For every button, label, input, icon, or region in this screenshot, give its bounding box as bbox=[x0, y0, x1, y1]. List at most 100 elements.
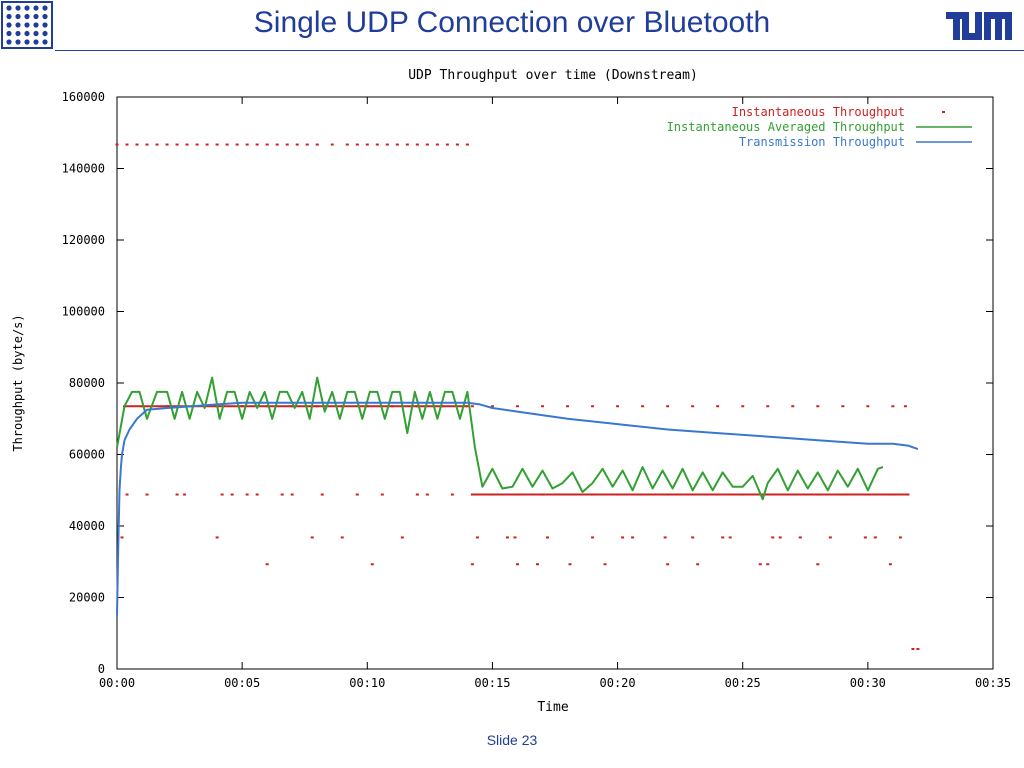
data-point bbox=[340, 536, 344, 539]
data-point bbox=[470, 493, 474, 496]
data-point bbox=[873, 536, 877, 539]
data-point bbox=[591, 493, 595, 496]
logo-dot bbox=[24, 39, 30, 45]
tum-logo bbox=[946, 12, 1012, 40]
data-point bbox=[140, 405, 144, 408]
data-point bbox=[778, 536, 782, 539]
data-point bbox=[566, 493, 570, 496]
data-point bbox=[265, 143, 269, 146]
logo-dot bbox=[6, 5, 12, 11]
y-axis-label: Throughput (byte/s) bbox=[11, 314, 25, 451]
data-point bbox=[841, 405, 845, 408]
data-point bbox=[465, 405, 469, 408]
data-point bbox=[280, 493, 284, 496]
data-point bbox=[888, 563, 892, 566]
logo-dot bbox=[42, 39, 48, 45]
data-point bbox=[691, 493, 695, 496]
department-logo bbox=[1, 1, 53, 49]
logo-dot bbox=[24, 22, 30, 28]
data-point bbox=[866, 493, 870, 496]
logo-dot bbox=[15, 5, 21, 11]
data-point bbox=[515, 493, 519, 496]
throughput-chart: UDP Throughput over time (Downstream) 0 2… bbox=[11, 68, 1011, 715]
data-point bbox=[255, 493, 259, 496]
x-tick-label: 00:00 bbox=[99, 676, 135, 690]
data-point bbox=[120, 536, 124, 539]
data-point bbox=[165, 143, 169, 146]
y-tick-label: 160000 bbox=[62, 90, 105, 104]
x-tick-label: 00:10 bbox=[349, 676, 385, 690]
data-point bbox=[771, 536, 775, 539]
data-point bbox=[330, 143, 334, 146]
data-point bbox=[766, 563, 770, 566]
data-point bbox=[505, 536, 509, 539]
data-point bbox=[215, 536, 219, 539]
data-point bbox=[245, 493, 249, 496]
data-point bbox=[390, 405, 394, 408]
y-axis: 0 20000 40000 60000 80000 100000 120000 140000 1… bbox=[62, 90, 993, 676]
data-point bbox=[535, 563, 539, 566]
data-point bbox=[220, 493, 224, 496]
data-point bbox=[891, 405, 895, 408]
data-point bbox=[195, 143, 199, 146]
data-point bbox=[340, 405, 344, 408]
data-point bbox=[540, 493, 544, 496]
data-point bbox=[741, 405, 745, 408]
data-point bbox=[295, 143, 299, 146]
data-point bbox=[145, 143, 149, 146]
data-point bbox=[828, 536, 832, 539]
data-point bbox=[255, 143, 259, 146]
data-point bbox=[816, 493, 820, 496]
series-instantaneous bbox=[115, 143, 920, 650]
logo-dot bbox=[42, 30, 48, 37]
slide-number: Slide 23 bbox=[486, 732, 538, 748]
data-point bbox=[841, 493, 845, 496]
data-point bbox=[863, 536, 867, 539]
logo-dot bbox=[33, 22, 39, 28]
data-point bbox=[440, 405, 444, 408]
data-point bbox=[165, 405, 169, 408]
plot-frame bbox=[116, 96, 994, 670]
data-point bbox=[435, 143, 439, 146]
data-point bbox=[691, 405, 695, 408]
data-point bbox=[405, 143, 409, 146]
data-point bbox=[240, 405, 244, 408]
series-line bbox=[116, 401, 919, 616]
data-point bbox=[666, 563, 670, 566]
data-point bbox=[716, 493, 720, 496]
y-tick-label: 140000 bbox=[62, 162, 105, 176]
data-point bbox=[470, 405, 474, 408]
y-tick-label: 120000 bbox=[62, 233, 105, 247]
data-point bbox=[400, 536, 404, 539]
data-point bbox=[513, 536, 517, 539]
data-point bbox=[185, 143, 189, 146]
data-point bbox=[470, 563, 474, 566]
data-point bbox=[115, 143, 119, 146]
data-point bbox=[621, 536, 625, 539]
data-point bbox=[728, 536, 732, 539]
data-point bbox=[320, 493, 324, 496]
data-point bbox=[631, 536, 635, 539]
data-point bbox=[345, 143, 349, 146]
data-point bbox=[903, 405, 907, 408]
data-point bbox=[490, 493, 494, 496]
slide-title: Single UDP Connection over Bluetooth bbox=[253, 6, 771, 39]
data-point bbox=[515, 563, 519, 566]
data-point bbox=[310, 536, 314, 539]
data-point bbox=[375, 143, 379, 146]
data-point bbox=[245, 143, 249, 146]
data-point bbox=[666, 493, 670, 496]
x-tick-label: 00:25 bbox=[725, 676, 761, 690]
data-point bbox=[741, 493, 745, 496]
data-point bbox=[616, 405, 620, 408]
data-point bbox=[425, 493, 429, 496]
logo-dot bbox=[24, 13, 30, 20]
data-point bbox=[591, 405, 595, 408]
x-axis-label: Time bbox=[537, 700, 568, 715]
x-tick-label: 00:30 bbox=[850, 676, 886, 690]
data-point bbox=[175, 493, 179, 496]
data-point bbox=[155, 143, 159, 146]
data-point bbox=[568, 563, 572, 566]
data-point bbox=[355, 143, 359, 146]
